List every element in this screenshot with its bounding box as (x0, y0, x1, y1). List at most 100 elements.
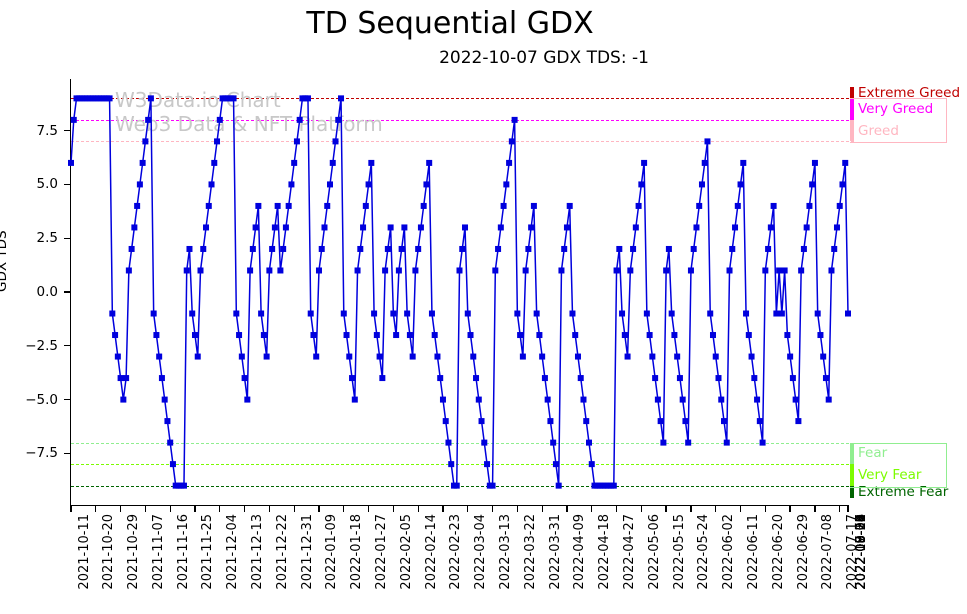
y-axis-line (70, 79, 72, 506)
data-point-marker (464, 310, 471, 317)
data-point-marker (495, 245, 502, 252)
data-point-marker (754, 396, 761, 403)
data-point-marker (428, 310, 435, 317)
data-point-marker (588, 461, 595, 468)
data-point-marker (533, 310, 540, 317)
data-point-marker (762, 267, 769, 274)
data-point-marker (795, 418, 802, 425)
data-point-marker (638, 181, 645, 188)
x-tick-mark (268, 506, 271, 512)
data-point-marker (412, 267, 419, 274)
data-point-marker (701, 159, 708, 166)
data-point-marker (360, 224, 367, 231)
data-point-marker (682, 418, 689, 425)
data-point-marker (415, 245, 422, 252)
data-point-marker (291, 159, 298, 166)
data-point-marker (442, 418, 449, 425)
data-point-marker (536, 332, 543, 339)
x-tick-label: 2022-02-23 (448, 514, 464, 590)
data-point-marker (539, 353, 546, 360)
data-point-marker (822, 375, 829, 382)
data-point-marker (280, 245, 287, 252)
data-point-marker (282, 224, 289, 231)
data-point-marker (203, 224, 210, 231)
data-point-marker (610, 482, 617, 489)
x-tick-mark (591, 506, 593, 512)
data-point-marker (842, 159, 849, 166)
x-tick-mark (739, 506, 742, 512)
data-point-marker (831, 245, 838, 252)
y-tick-label: 7.5 (36, 122, 58, 139)
x-tick-label: 2022-03-22 (522, 514, 538, 590)
data-point-marker (395, 267, 402, 274)
data-point-marker (580, 396, 587, 403)
data-point-marker (109, 310, 116, 317)
x-tick-label: 2022-03-31 (547, 514, 563, 590)
data-point-marker (462, 224, 469, 231)
x-tick-mark (516, 506, 518, 512)
x-tick-mark (119, 506, 122, 512)
series-line (70, 97, 849, 487)
x-tick-label: 2022-03-04 (473, 514, 489, 590)
data-point-marker (404, 310, 411, 317)
x-tick-mark (566, 506, 568, 512)
data-point-marker (338, 95, 345, 102)
threshold-label-very-greed: Very Greed (858, 101, 934, 118)
x-tick-mark (219, 506, 221, 512)
x-tick-mark (293, 506, 295, 512)
y-tick-mark (64, 237, 70, 239)
data-point-marker (696, 202, 703, 209)
data-point-marker (773, 310, 780, 317)
data-point-marker (663, 267, 670, 274)
data-point-marker (478, 418, 485, 425)
data-point-marker (676, 375, 683, 382)
data-point-marker (765, 245, 772, 252)
data-point-marker (343, 332, 350, 339)
data-point-marker (346, 353, 353, 360)
threshold-label-extreme-greed: Extreme Greed (858, 85, 961, 102)
x-tick-label: 2022-05-15 (671, 514, 687, 590)
data-point-marker (825, 396, 832, 403)
chart-subtitle: 2022-10-07 GDX TDS: -1 (439, 48, 649, 68)
data-point-marker (792, 396, 799, 403)
data-point-marker (729, 245, 736, 252)
data-point-marker (654, 396, 661, 403)
page-title: TD Sequential GDX (306, 6, 594, 41)
x-tick-label: 2021-12-04 (225, 514, 241, 590)
data-point-marker (613, 267, 620, 274)
data-point-marker (236, 332, 243, 339)
data-point-marker (506, 159, 513, 166)
data-point-marker (379, 375, 386, 382)
x-tick-mark (491, 506, 494, 512)
x-tick-mark (814, 506, 816, 512)
threshold-line-very-fear (71, 464, 854, 466)
x-tick-label: 2022-03-13 (498, 514, 514, 590)
x-tick-mark (789, 506, 791, 512)
x-tick-mark (467, 506, 469, 512)
x-tick-label: 2021-11-25 (200, 514, 216, 590)
data-point-marker (186, 245, 193, 252)
data-point-marker (646, 332, 653, 339)
x-tick-mark (95, 506, 97, 512)
data-point-marker (528, 224, 535, 231)
data-point-marker (153, 332, 160, 339)
data-point-marker (619, 310, 626, 317)
data-point-marker (183, 267, 190, 274)
data-point-marker (426, 159, 433, 166)
data-point-marker (145, 116, 152, 123)
x-tick-mark (367, 506, 370, 512)
y-tick-mark (64, 398, 70, 401)
data-point-marker (191, 332, 198, 339)
data-point-marker (131, 224, 138, 231)
data-point-marker (624, 353, 631, 360)
data-point-marker (277, 267, 284, 274)
data-point-marker (803, 224, 810, 231)
data-point-marker (481, 439, 488, 446)
data-point-marker (161, 396, 168, 403)
y-axis-title: GDX TDS (0, 230, 10, 292)
data-point-marker (208, 181, 215, 188)
data-point-marker (715, 375, 722, 382)
data-point-marker (723, 439, 730, 446)
data-point-marker (106, 95, 113, 102)
data-point-marker (423, 181, 430, 188)
